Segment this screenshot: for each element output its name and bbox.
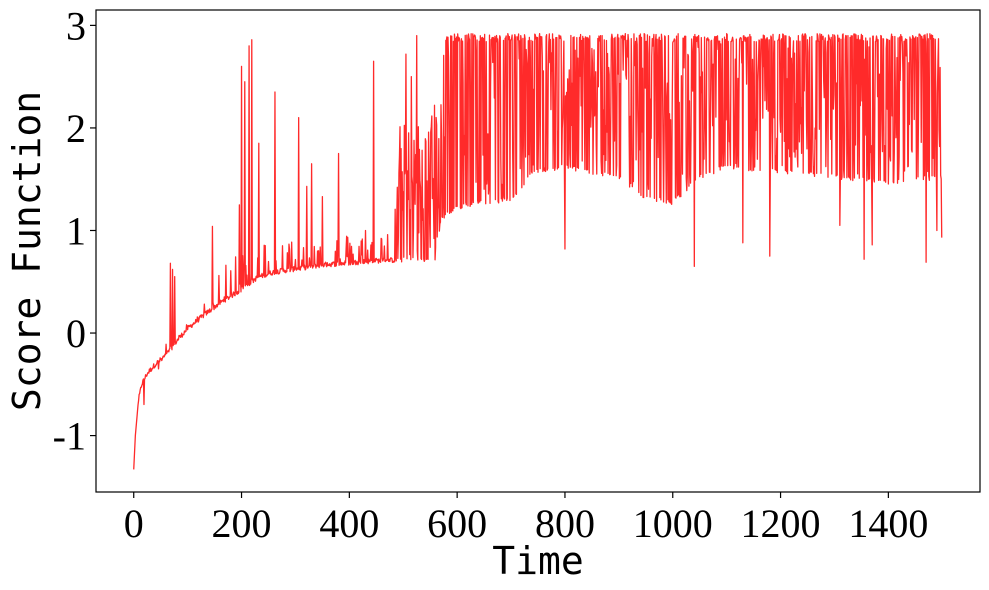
y-tick-label: 1 xyxy=(66,208,86,253)
x-tick-label: 1000 xyxy=(633,501,713,546)
x-tick-label: 1200 xyxy=(741,501,821,546)
x-axis-title: Time xyxy=(492,539,584,583)
y-tick-label: 2 xyxy=(66,106,86,151)
y-tick-label: 0 xyxy=(66,311,86,356)
x-tick-label: 600 xyxy=(427,501,487,546)
plot-area-frame xyxy=(95,9,981,493)
series-layer xyxy=(133,32,943,470)
y-axis-title: Score Function xyxy=(5,91,49,411)
x-axis: 0 200 400 600 800 1000 1200 1400 xyxy=(124,492,928,546)
y-tick-label: 3 xyxy=(66,3,86,48)
series-line xyxy=(133,32,943,470)
x-tick-label: 200 xyxy=(212,501,272,546)
x-tick-label: 400 xyxy=(319,501,379,546)
y-axis: -1 0 1 2 3 xyxy=(53,3,96,459)
x-tick-label: 800 xyxy=(535,501,595,546)
x-tick-label: 0 xyxy=(124,501,144,546)
y-tick-label: -1 xyxy=(53,414,86,459)
x-tick-label: 1400 xyxy=(848,501,928,546)
